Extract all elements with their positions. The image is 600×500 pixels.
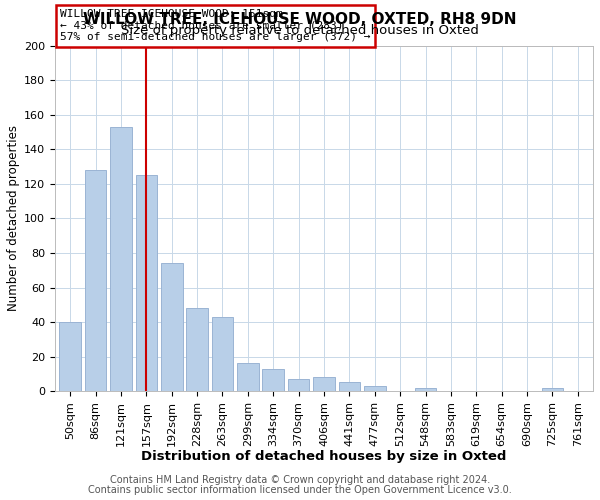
Text: Contains public sector information licensed under the Open Government Licence v3: Contains public sector information licen… bbox=[88, 485, 512, 495]
X-axis label: Distribution of detached houses by size in Oxted: Distribution of detached houses by size … bbox=[142, 450, 506, 463]
Bar bbox=[338, 382, 360, 391]
Text: WILLOW TREE, ICEHOUSE WOOD, OXTED, RH8 9DN: WILLOW TREE, ICEHOUSE WOOD, OXTED, RH8 9… bbox=[83, 12, 517, 28]
Y-axis label: Number of detached properties: Number of detached properties bbox=[7, 126, 20, 312]
Bar bbox=[136, 176, 157, 391]
Text: Contains HM Land Registry data © Crown copyright and database right 2024.: Contains HM Land Registry data © Crown c… bbox=[110, 475, 490, 485]
Bar bbox=[262, 368, 284, 391]
Bar bbox=[59, 322, 81, 391]
Bar bbox=[212, 317, 233, 391]
Bar bbox=[187, 308, 208, 391]
Bar bbox=[415, 388, 436, 391]
Text: Size of property relative to detached houses in Oxted: Size of property relative to detached ho… bbox=[121, 24, 479, 37]
Bar bbox=[85, 170, 106, 391]
Bar bbox=[237, 364, 259, 391]
Bar bbox=[110, 127, 132, 391]
Bar bbox=[313, 377, 335, 391]
Bar bbox=[542, 388, 563, 391]
Bar bbox=[364, 386, 386, 391]
Text: WILLOW TREE ICEHOUSE WOOD: 151sqm
← 43% of detached houses are smaller (283)
57%: WILLOW TREE ICEHOUSE WOOD: 151sqm ← 43% … bbox=[61, 10, 371, 42]
Bar bbox=[161, 264, 182, 391]
Bar bbox=[288, 379, 310, 391]
